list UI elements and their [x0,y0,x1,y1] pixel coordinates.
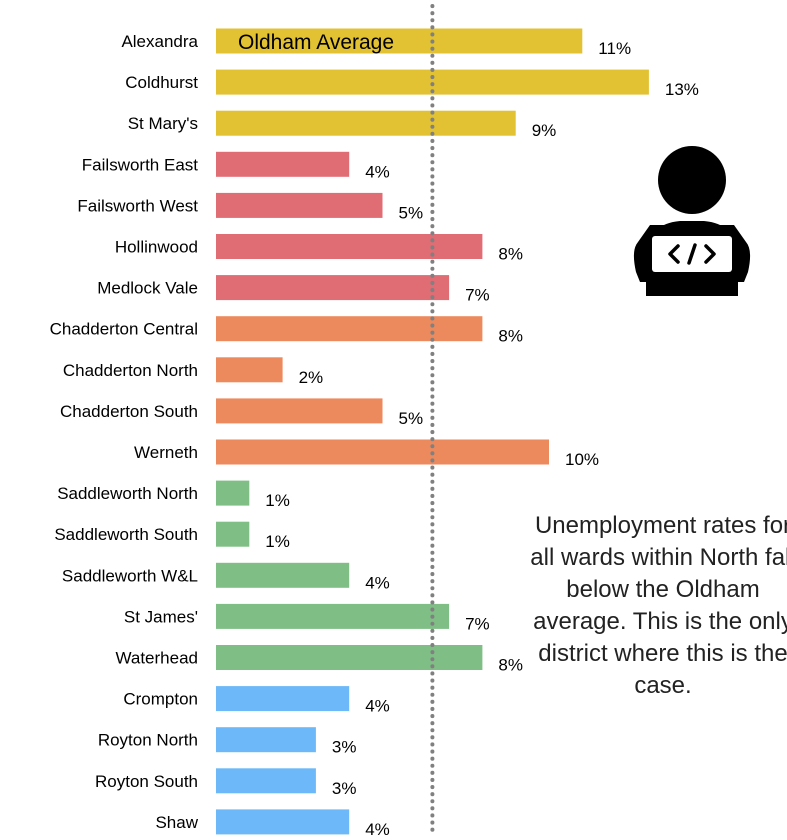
value-label: 8% [498,245,523,264]
value-label: 11% [598,39,631,58]
bar [216,439,549,465]
bar [216,28,583,54]
category-label: Waterhead [115,649,198,668]
bar [216,686,350,712]
bar [216,768,316,794]
value-label: 3% [332,738,357,757]
person-at-laptop-code-icon [633,146,751,296]
bar [216,234,483,259]
bar [216,727,316,753]
category-label: Chadderton Central [50,320,198,339]
category-label: Crompton [123,690,198,709]
category-label: Failsworth West [77,196,198,215]
bar [216,562,350,588]
category-label: Hollinwood [115,238,198,257]
category-label: Coldhurst [125,73,198,92]
category-label: Saddleworth W&L [62,566,198,585]
category-label: St Mary's [128,114,198,133]
bar [216,110,516,136]
bar [216,275,450,301]
bar [216,521,250,547]
bar [216,480,250,506]
bars-layer [216,28,649,835]
annotation-text: Unemployment rates for all wards within … [530,512,787,699]
category-label: Royton North [98,731,198,750]
value-label: 5% [399,203,424,222]
bar [216,645,483,670]
category-label: Chadderton North [63,361,198,380]
category-label: Failsworth East [82,155,198,174]
value-label: 7% [465,286,490,305]
value-label: 10% [565,450,599,469]
value-label: 4% [365,162,390,181]
value-label: 4% [365,697,390,716]
category-label: Shaw [155,813,198,832]
bar [216,398,383,424]
category-label: Saddleworth North [57,484,198,503]
bar [216,151,350,177]
value-label: 13% [665,80,699,99]
category-label: Werneth [134,443,198,462]
value-label: 2% [299,368,324,387]
value-label: 4% [365,573,390,592]
category-label: Medlock Vale [97,279,198,298]
bar [216,192,383,218]
category-label: Chadderton South [60,402,198,421]
category-label: Alexandra [121,32,198,51]
value-label: 9% [532,121,557,140]
bar [216,316,483,342]
value-label: 8% [498,327,523,346]
category-label: Saddleworth South [54,525,198,544]
reference-line-label: Oldham Average [238,31,394,54]
bar [216,603,450,629]
value-labels: 11% 13% 9% 4% 5% 8% 7% 8% 2% 5% 10% 1% 1% 4% 7% 8% 4% 3% 3… [265,39,699,839]
value-label: 5% [399,409,424,428]
category-label: St James' [124,607,198,626]
bar [216,357,283,383]
category-labels: Alexandra Coldhurst St Mary's Failsworth Ea… [50,32,199,832]
value-label: 1% [265,532,290,551]
category-label: Royton South [95,772,198,791]
value-label: 7% [465,614,490,633]
value-label: 3% [332,779,357,798]
value-label: 1% [265,491,290,510]
value-label: 8% [498,656,523,675]
bar [216,809,350,835]
value-label: 4% [365,820,390,839]
